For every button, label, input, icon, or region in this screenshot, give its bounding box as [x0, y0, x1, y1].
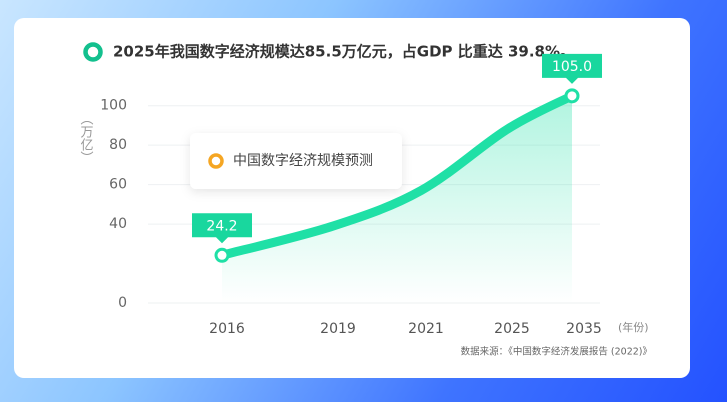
y-tick-label: 100 — [100, 98, 127, 114]
x-tick-label: 2035 — [566, 321, 602, 337]
data-label-box — [542, 53, 602, 84]
x-tick-label: 2019 — [320, 321, 356, 337]
legend-box — [190, 133, 402, 189]
y-tick-label: 0 — [118, 295, 127, 311]
y-tick-label: 80 — [109, 137, 127, 153]
data-label: 105.0 — [552, 59, 592, 75]
legend-icon — [208, 153, 224, 169]
x-tick-label: 2025 — [494, 321, 530, 337]
y-axis-label: （万亿） — [78, 112, 94, 164]
y-tick-label: 60 — [109, 177, 127, 193]
point — [214, 247, 230, 263]
title-icon — [83, 42, 103, 62]
data-label-box — [192, 213, 252, 244]
y-tick-label: 40 — [109, 216, 127, 232]
data-label: 24.2 — [206, 218, 237, 234]
line — [217, 91, 577, 260]
x-tick-label: 2021 — [408, 321, 444, 337]
chart-title: 2025年我国数字经济规模达85.5万亿元，占GDP 比重达 39.8%。 — [113, 43, 575, 61]
source: 数据来源：《中国数字经济发展报告 (2022)》 — [461, 346, 652, 358]
x-axis-label: (年份) — [618, 320, 649, 334]
point — [564, 88, 580, 104]
x-tick-label: 2016 — [209, 321, 245, 337]
legend-label: 中国数字经济规模预测 — [233, 153, 373, 169]
